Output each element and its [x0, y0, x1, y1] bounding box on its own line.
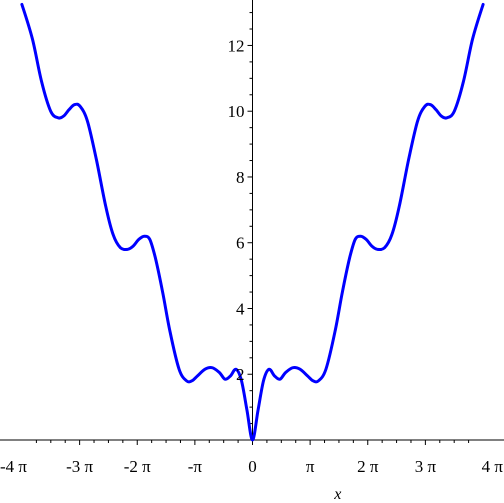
x-tick-label: 3 π	[415, 457, 437, 476]
x-tick-label: 4 π	[482, 457, 504, 476]
x-tick-label: π	[306, 457, 315, 476]
y-tick-label: 8	[236, 168, 245, 187]
x-tick-label: -2 π	[124, 457, 151, 476]
x-tick-label: -3 π	[66, 457, 93, 476]
x-tick-label: -π	[188, 457, 203, 476]
y-tick-label: 4	[236, 299, 245, 318]
function-curve	[20, 2, 485, 442]
y-axis-tick-marks	[247, 12, 253, 425]
y-tick-label: 6	[236, 234, 245, 253]
y-tick-label: 2	[236, 365, 245, 384]
x-axis-title: x	[333, 486, 341, 503]
y-tick-label: 10	[228, 102, 245, 121]
x-axis-tick-labels: -4 π -3 π -2 π -π 0 π 2 π 3 π 4 π	[0, 457, 503, 476]
y-axis-tick-labels: 2 4 6 8 10 12	[228, 36, 246, 384]
x-tick-label: 0	[248, 457, 257, 476]
y-tick-label: 12	[228, 36, 245, 55]
x-tick-label: -4 π	[0, 457, 27, 476]
x-tick-label: 2 π	[357, 457, 379, 476]
